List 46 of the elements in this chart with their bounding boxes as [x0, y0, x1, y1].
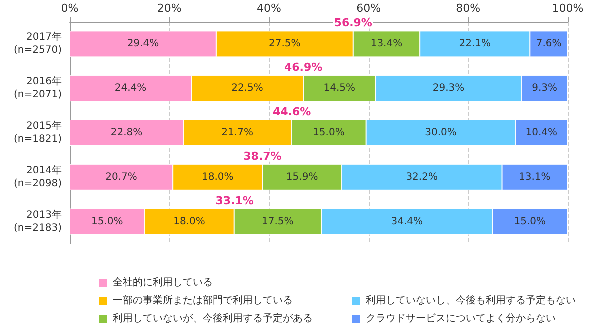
data-label: 14.5% — [324, 83, 356, 94]
legend-label: クラウドサービスについてよく分からない — [366, 312, 556, 324]
annotation: 56.9% — [334, 16, 372, 30]
annotation: 46.9% — [284, 61, 323, 74]
data-label: 27.5% — [268, 38, 301, 50]
data-label: 34.4% — [391, 216, 424, 228]
data-label: 17.5% — [262, 216, 294, 228]
data-label: 21.7% — [222, 128, 254, 138]
data-label: 22.8% — [110, 128, 143, 138]
data-label: 29.3% — [432, 83, 465, 94]
x-tick-label: 80% — [456, 2, 481, 15]
data-label: 22.1% — [459, 38, 492, 50]
data-label: 32.2% — [406, 172, 438, 183]
data-label: 15.0% — [514, 216, 546, 228]
legend-label: 利用していないが、今後利用する予定がある — [113, 312, 313, 324]
x-tick-label: 100% — [552, 2, 584, 15]
annotation: 38.7% — [244, 150, 282, 163]
x-tick-label: 60% — [356, 2, 382, 15]
data-label: 30.0% — [425, 128, 457, 138]
data-label: 9.3% — [532, 83, 558, 94]
x-tick-label: 20% — [157, 2, 182, 15]
x-tick-label: 40% — [256, 2, 282, 15]
data-label: 13.4% — [370, 38, 403, 50]
data-label: 22.5% — [232, 83, 264, 94]
data-label: 20.7% — [106, 172, 138, 183]
x-tick-label: 0% — [61, 2, 79, 15]
y-tick-label: 2016年 (n=2071) — [14, 76, 62, 101]
annotation: 44.6% — [273, 106, 312, 118]
legend-label: 一部の事業所または部門で利用している — [113, 294, 293, 306]
data-label: 15.0% — [91, 216, 124, 228]
data-label: 10.4% — [526, 128, 558, 138]
y-tick-label: 2017年 (n=2570) — [14, 31, 62, 56]
annotation: 33.1% — [216, 194, 254, 208]
data-label: 7.6% — [536, 38, 562, 50]
data-label: 15.0% — [313, 128, 345, 138]
y-tick-label: 2014年 (n=2098) — [14, 164, 62, 190]
y-tick-label: 2015年 (n=1821) — [14, 120, 62, 145]
data-label: 18.0% — [174, 216, 206, 228]
legend-label: 利用していないし、今後も利用する予定もない — [366, 294, 576, 306]
data-label: 29.4% — [127, 38, 160, 50]
y-tick-label: 2013年 (n=2183) — [14, 208, 62, 234]
data-label: 13.1% — [518, 172, 551, 183]
data-label: 15.9% — [286, 172, 318, 183]
legend-label: 全社的に利用している — [113, 276, 213, 288]
data-label: 24.4% — [114, 83, 147, 94]
data-label: 18.0% — [202, 172, 234, 183]
